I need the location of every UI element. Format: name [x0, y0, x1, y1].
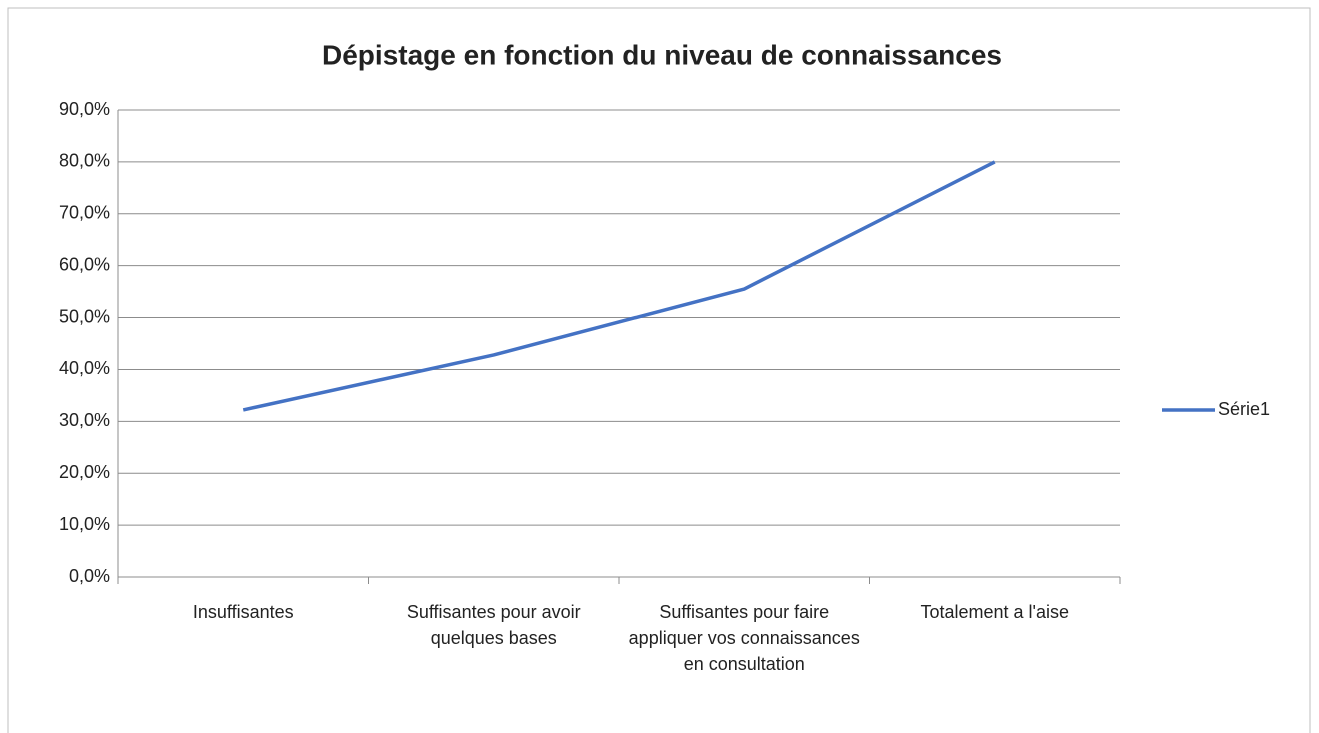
y-tick-label: 0,0% [69, 566, 110, 586]
x-tick-label: Insuffisantes [192, 602, 294, 622]
y-tick-label: 80,0% [59, 151, 110, 171]
y-tick-label: 40,0% [59, 358, 110, 378]
y-tick-label: 10,0% [59, 514, 110, 534]
x-tick-label: Totalement a l'aise [920, 602, 1070, 622]
series-line [242, 160, 996, 412]
y-tick-label: 20,0% [59, 462, 110, 482]
y-tick-label: 50,0% [59, 306, 110, 326]
legend-label: Série1 [1218, 399, 1270, 419]
y-tick-label: 60,0% [59, 254, 110, 274]
y-tick-label: 30,0% [59, 410, 110, 430]
chart-border [7, 7, 1311, 733]
y-tick-label: 70,0% [59, 203, 110, 223]
y-tick-label: 90,0% [59, 99, 110, 119]
chart-title: Dépistage en fonction du niveau de conna… [322, 39, 1002, 70]
x-tick-label: Suffisantes pour avoir quelques bases [406, 602, 581, 648]
x-tick-label: Suffisantes pour faire appliquer vos con… [628, 602, 860, 674]
